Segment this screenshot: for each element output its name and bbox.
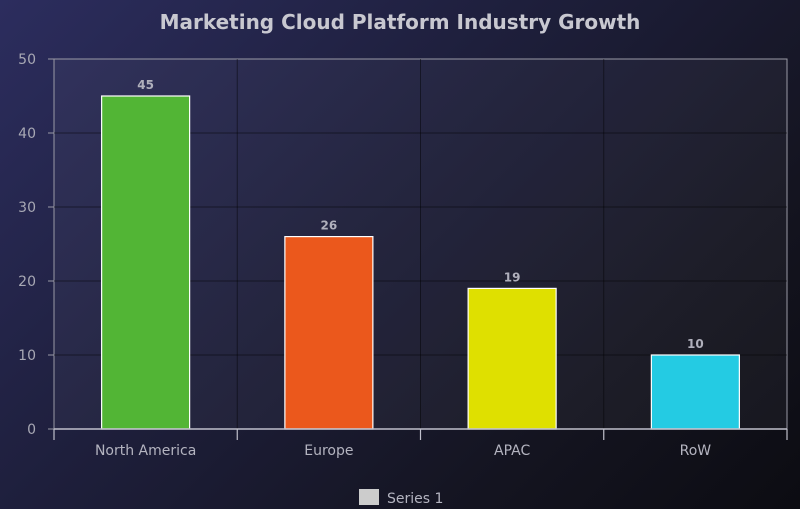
y-tick-label: 50 — [18, 52, 36, 68]
y-tick-label: 10 — [18, 348, 36, 364]
y-tick-label: 20 — [18, 274, 36, 290]
y-tick-label: 30 — [18, 200, 36, 216]
bar[interactable] — [284, 236, 374, 430]
bar-value-label: 19 — [504, 270, 521, 284]
x-category-label: North America — [95, 443, 196, 459]
x-category-label: APAC — [494, 443, 530, 459]
y-tick-label: 0 — [27, 422, 36, 438]
bars: 45 26 19 10 — [101, 78, 740, 430]
legend[interactable]: Series 1 — [359, 489, 443, 507]
x-category-label: RoW — [680, 443, 712, 459]
bar-value-label: 26 — [321, 219, 338, 233]
x-category-label: Europe — [304, 443, 353, 459]
legend-label[interactable]: Series 1 — [387, 491, 443, 507]
bar[interactable] — [650, 354, 740, 430]
legend-swatch[interactable] — [359, 489, 379, 505]
axes: 0 10 20 30 40 50 North America Europe APAC RoW — [18, 52, 788, 459]
bar-value-label: 10 — [687, 337, 704, 351]
bar[interactable] — [467, 287, 557, 430]
bar-value-label: 45 — [137, 78, 154, 92]
chart-title: Marketing Cloud Platform Industry Growth — [160, 10, 641, 34]
bar[interactable] — [101, 95, 191, 430]
y-tick-label: 40 — [18, 126, 36, 142]
